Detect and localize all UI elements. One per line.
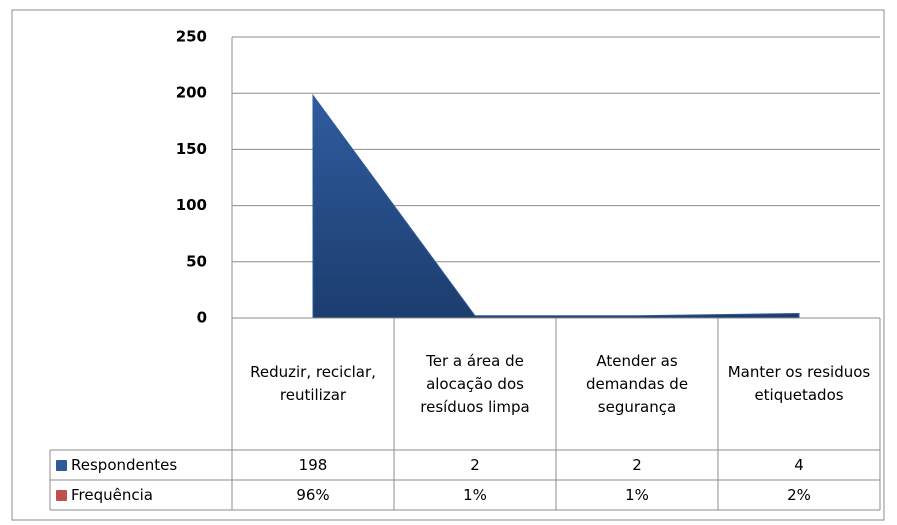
table-value: 2 (470, 455, 480, 474)
y-tick-label: 250 (176, 28, 207, 46)
legend-label: Respondentes (71, 456, 178, 474)
table-value: 2% (787, 485, 811, 504)
legend-entry: Frequência (50, 480, 153, 510)
legend-entry: Respondentes (50, 450, 177, 480)
table-value: 198 (298, 455, 328, 474)
legend-key (56, 459, 67, 471)
legend-label: Frequência (71, 486, 153, 504)
category-label: Manter os residuos etiquetados (727, 363, 871, 404)
table-value: 96% (296, 485, 330, 504)
y-tick-label: 0 (197, 309, 207, 327)
table-value: 1% (463, 485, 487, 504)
y-tick-label: 50 (186, 252, 207, 270)
legend-key (56, 489, 67, 501)
y-tick-label: 100 (176, 196, 207, 214)
table-value: 2 (632, 455, 642, 474)
y-tick-label: 200 (176, 84, 207, 102)
category-label: Atender as demandas de segurança (585, 351, 689, 416)
table-value: 4 (794, 455, 804, 474)
category-label: Reduzir, reciclar, reutilizar (250, 363, 376, 404)
table-value: 1% (625, 485, 649, 504)
category-label: Ter a área de alocação dos resíduos limp… (420, 351, 530, 416)
y-tick-label: 150 (176, 140, 207, 158)
chart-frame (11, 9, 885, 521)
